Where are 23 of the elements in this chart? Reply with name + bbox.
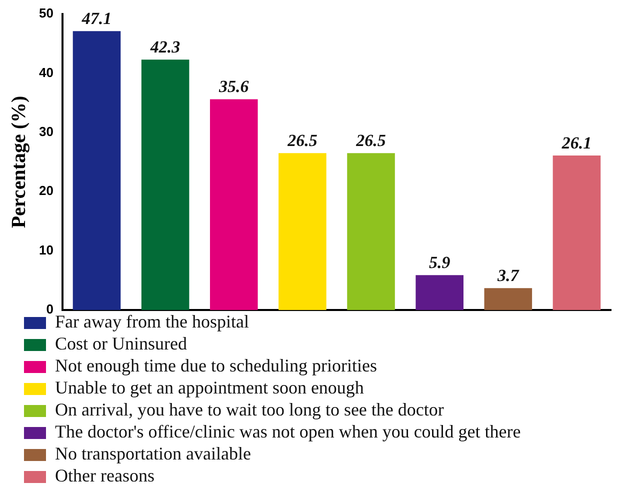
data-label: 26.5 [355, 131, 386, 150]
data-label: 35.6 [218, 77, 250, 96]
y-tick-label: 50 [38, 6, 54, 21]
y-axis-title: Percentage (%) [8, 96, 30, 228]
data-label: 26.1 [560, 133, 592, 152]
y-tick-label: 30 [38, 124, 54, 139]
data-label: 26.5 [286, 131, 318, 150]
data-label: 5.9 [428, 252, 451, 272]
y-tick-label: 10 [38, 242, 54, 258]
legend-label: The doctor's office/clinic was not open when you could get there [55, 422, 521, 442]
legend-label: No transportation available [55, 444, 251, 464]
legend-label: Far away from the hospital [55, 312, 249, 332]
data-label: 3.7 [496, 266, 520, 285]
data-label: 42.3 [149, 37, 181, 56]
y-tick-label: 40 [38, 64, 54, 80]
legend-label: Unable to get an appointment soon enough [55, 378, 364, 398]
y-tick-label: 0 [46, 302, 54, 317]
legend-label: Cost or Uninsured [55, 334, 187, 354]
y-tick-label: 20 [38, 183, 54, 198]
legend-label: Not enough time due to scheduling priorities [55, 356, 377, 376]
data-label: 47.1 [80, 9, 112, 28]
legend-label: Other reasons [55, 466, 154, 486]
legend-label: On arrival, you have to wait too long to see the doctor [55, 400, 444, 420]
